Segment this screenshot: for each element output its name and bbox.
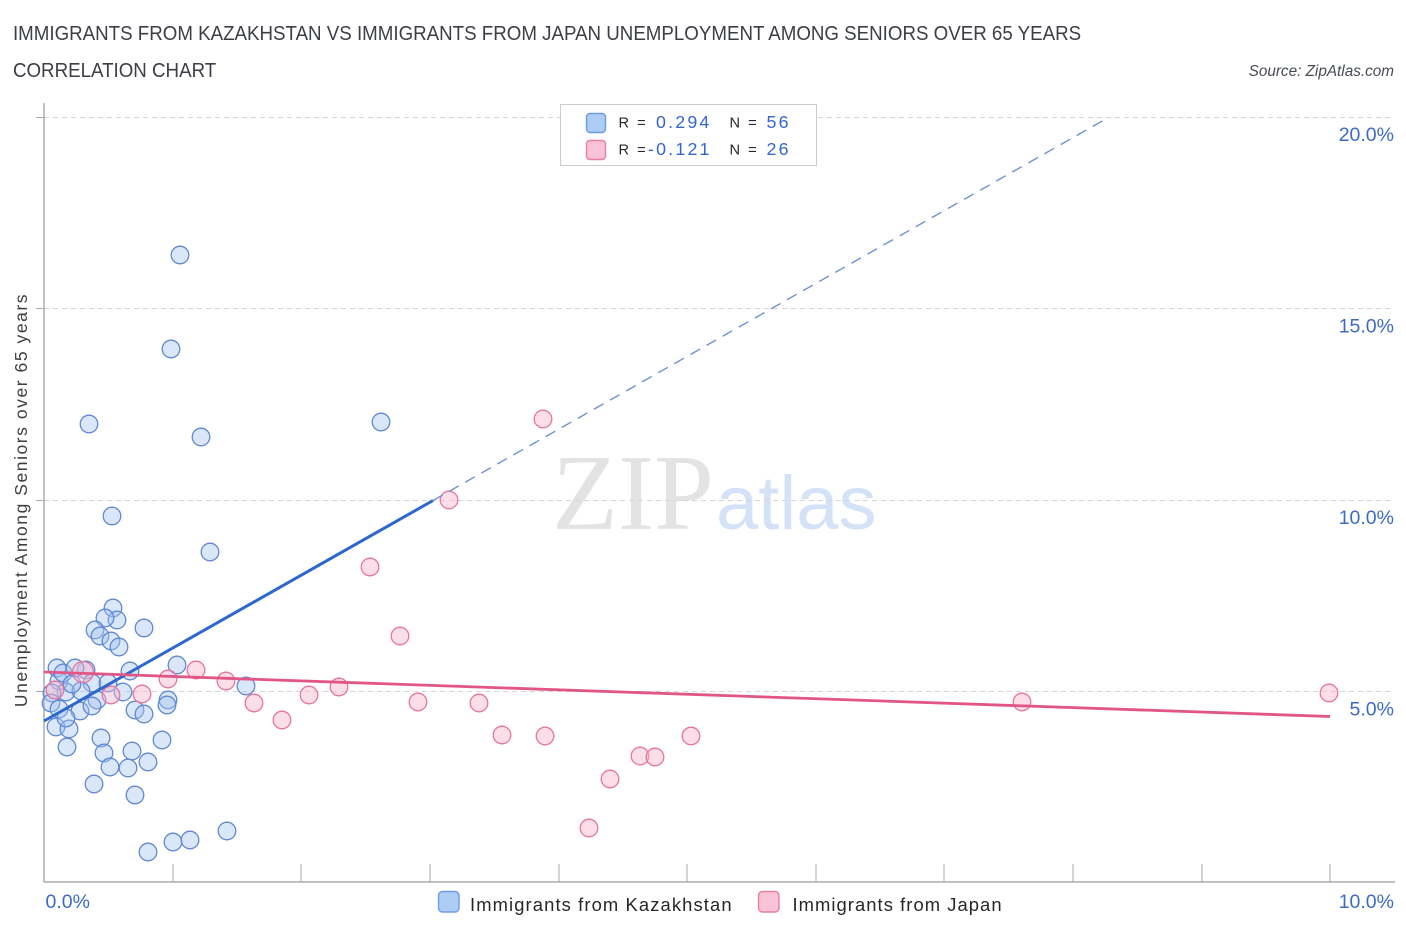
svg-text:Unemployment Among Seniors ove: Unemployment Among Seniors over 65 years	[11, 293, 31, 707]
svg-text:20.0%: 20.0%	[1339, 124, 1394, 146]
svg-text:10.0%: 10.0%	[1339, 891, 1394, 913]
svg-text:56: 56	[767, 112, 791, 132]
svg-text:R =: R =	[619, 143, 646, 159]
svg-text:10.0%: 10.0%	[1339, 507, 1394, 529]
svg-text:Immigrants from Kazakhstan: Immigrants from Kazakhstan	[470, 894, 733, 915]
svg-text:Immigrants from Japan: Immigrants from Japan	[793, 894, 1003, 915]
svg-text:R =: R =	[619, 116, 646, 132]
svg-text:26: 26	[767, 139, 791, 159]
svg-text:N =: N =	[730, 116, 757, 132]
svg-text:0.294: 0.294	[656, 112, 712, 132]
svg-text:Source: ZipAtlas.com: Source: ZipAtlas.com	[1249, 63, 1395, 80]
svg-text:CORRELATION CHART: CORRELATION CHART	[13, 59, 216, 82]
svg-text:IMMIGRANTS FROM KAZAKHSTAN VS: IMMIGRANTS FROM KAZAKHSTAN VS IMMIGRANTS…	[13, 22, 1081, 45]
svg-text:0.0%: 0.0%	[46, 891, 90, 913]
svg-text:-0.121: -0.121	[648, 139, 712, 159]
svg-text:ZIP: ZIP	[552, 434, 714, 553]
svg-text:N =: N =	[730, 143, 757, 159]
svg-text:5.0%: 5.0%	[1350, 699, 1394, 721]
svg-text:15.0%: 15.0%	[1339, 316, 1394, 338]
svg-text:atlas: atlas	[716, 461, 877, 546]
